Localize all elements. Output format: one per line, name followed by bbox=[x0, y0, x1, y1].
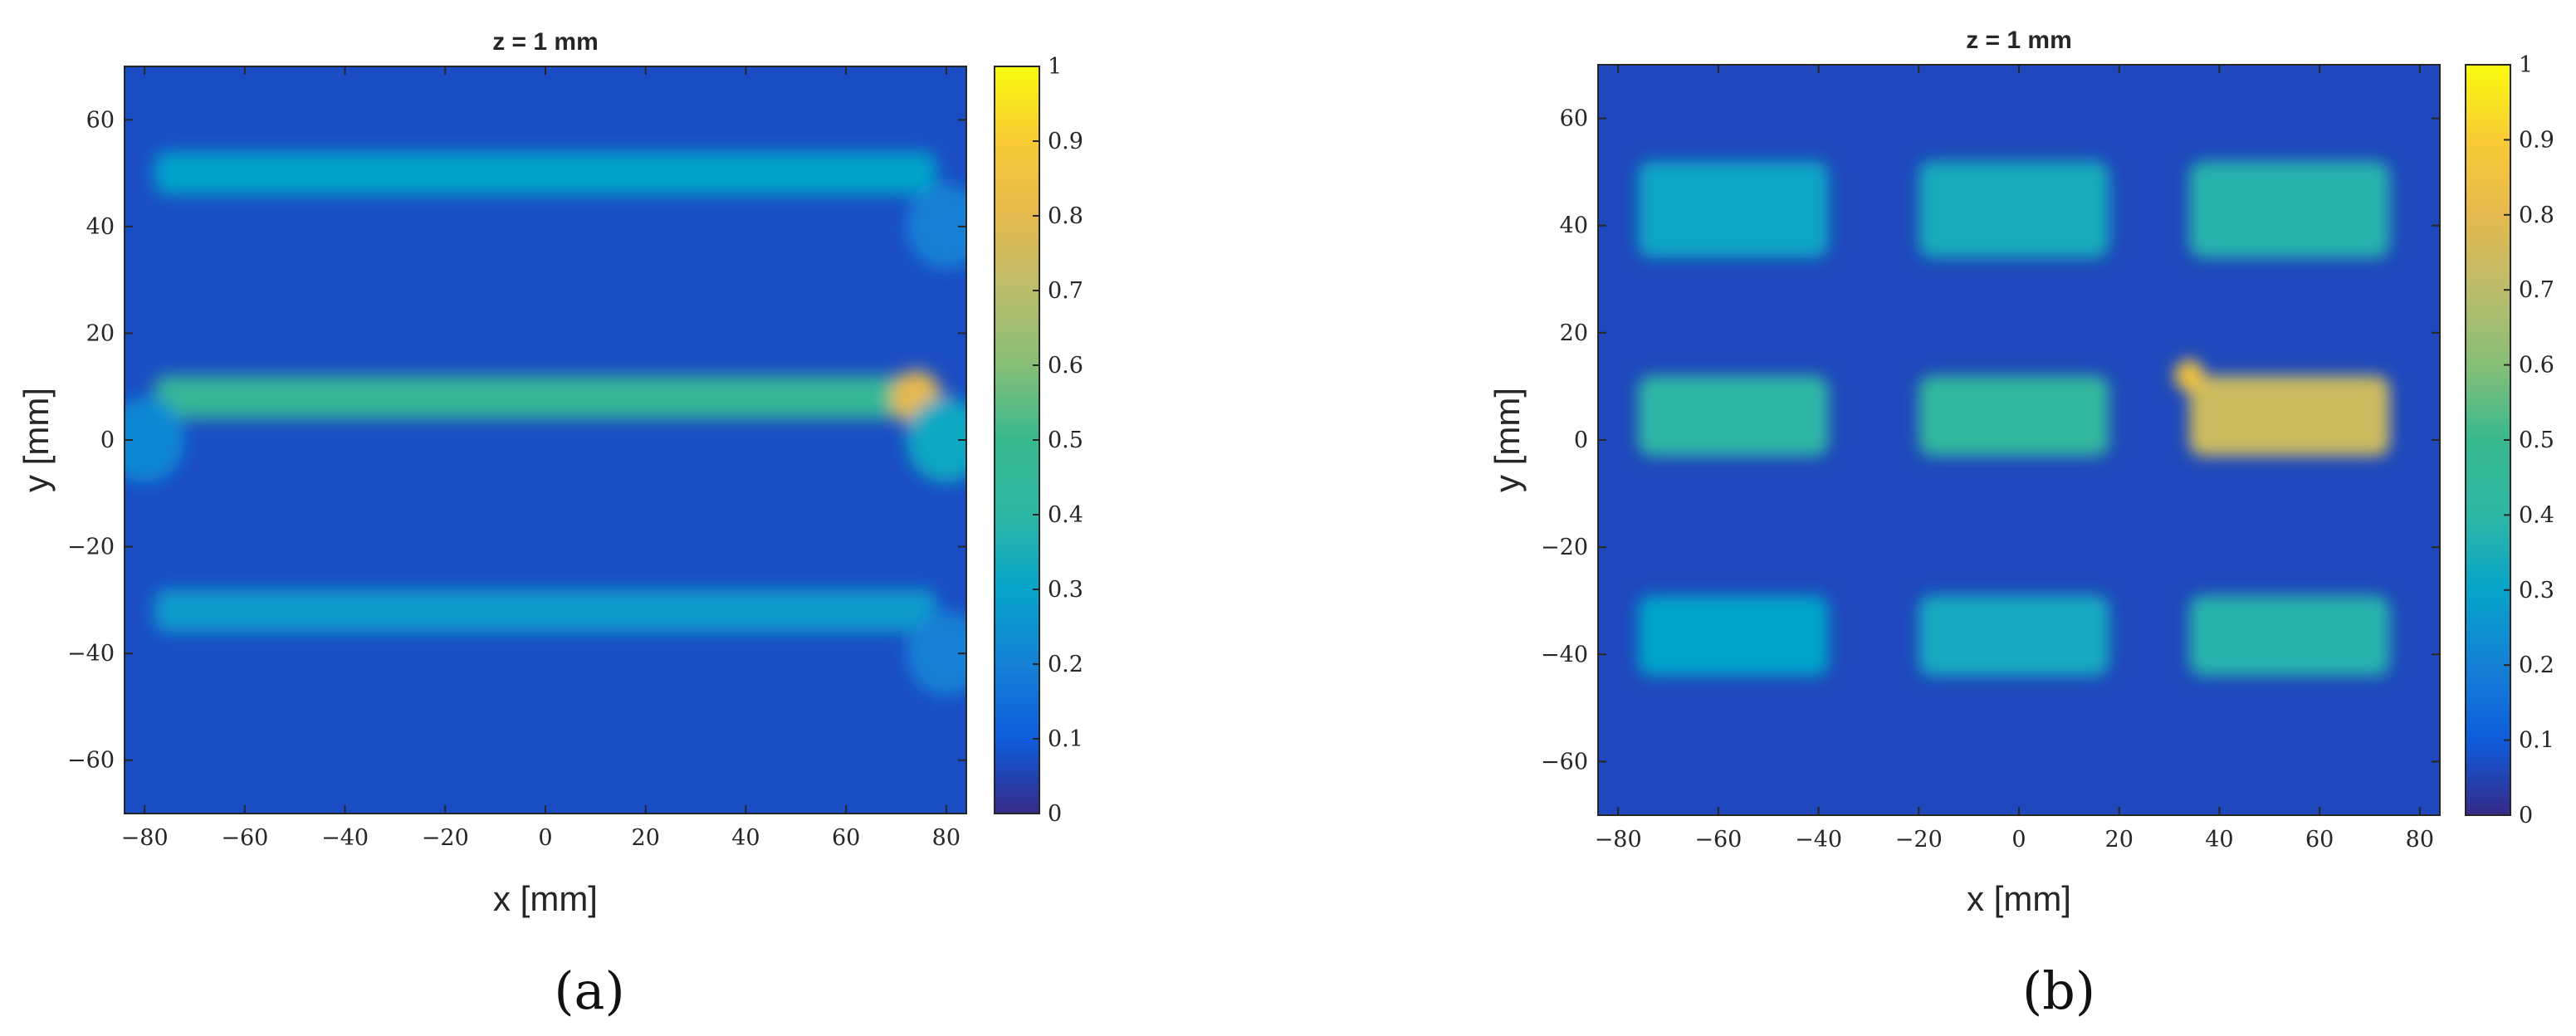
y-tick-label: −60 bbox=[1541, 749, 1588, 775]
y-tick-label: 60 bbox=[86, 107, 115, 133]
x-tick-label: 60 bbox=[2305, 827, 2334, 853]
colorbar-tick-label: 0.7 bbox=[2519, 277, 2554, 303]
x-tick-label: 80 bbox=[932, 825, 961, 851]
heat-band-0 bbox=[154, 151, 936, 195]
heat-cell-4 bbox=[1919, 375, 2109, 457]
heat-band-1 bbox=[154, 375, 936, 419]
x-tick-label: 40 bbox=[731, 825, 760, 851]
panel-a-y-ticks: −60 −40 −20 0 20 40 60 bbox=[67, 107, 966, 774]
x-tick-label: −60 bbox=[221, 825, 268, 851]
y-tick-label: 0 bbox=[100, 428, 115, 453]
panel-b-colorbar bbox=[2465, 64, 2511, 816]
panel-b-y-ticks: −60 −40 −20 0 20 40 60 bbox=[1541, 106, 2440, 775]
colorbar-tick-label: 0.8 bbox=[1048, 203, 1083, 229]
colorbar-tick-label: 0.4 bbox=[2519, 502, 2554, 528]
colorbar-tick-label: 0.9 bbox=[2519, 127, 2554, 153]
heat-spot-9 bbox=[2174, 359, 2205, 392]
panel-b-x-axis-label: x [mm] bbox=[1967, 879, 2071, 918]
panel-a-title: z = 1 mm bbox=[492, 28, 599, 56]
colorbar-tick-label: 0.5 bbox=[2519, 428, 2554, 453]
heat-cell-2 bbox=[2189, 161, 2390, 258]
colorbar-tick-label: 0.5 bbox=[1048, 428, 1083, 453]
heat-spot-7 bbox=[906, 610, 966, 696]
panel-a-y-axis-label: y [mm] bbox=[17, 388, 56, 492]
x-tick-label: −80 bbox=[1595, 827, 1642, 853]
colorbar-tick-label: 0.6 bbox=[1048, 353, 1083, 379]
heat-spot-6 bbox=[906, 183, 966, 270]
y-tick-label: −60 bbox=[67, 748, 115, 774]
colorbar-tick-label: 1 bbox=[1048, 54, 1062, 80]
heat-cell-8 bbox=[2189, 595, 2390, 677]
panel-a-colorbar-ticks: 0 0.1 0.2 0.3 0.4 0.5 0.6 0.7 0.8 0.9 1 bbox=[1033, 54, 1083, 827]
panel-a-features bbox=[125, 151, 966, 696]
panel-b-features bbox=[1638, 161, 2390, 677]
panel-a-x-axis-label: x [mm] bbox=[493, 879, 598, 918]
panel-b-y-axis-label: y [mm] bbox=[1488, 388, 1527, 492]
heat-cell-6 bbox=[1638, 595, 1829, 677]
colorbar-tick-label: 0.2 bbox=[2519, 652, 2554, 678]
panel-b-colorbar-ticks: 0 0.1 0.2 0.3 0.4 0.5 0.6 0.7 0.8 0.9 1 bbox=[2504, 52, 2554, 828]
colorbar-tick-label: 0.6 bbox=[2519, 353, 2554, 379]
x-tick-label: −60 bbox=[1694, 827, 1742, 853]
panel-b-x-ticks: −80 −60 −40 −20 0 20 40 60 80 bbox=[1595, 65, 2434, 853]
heat-cell-5 bbox=[2189, 375, 2390, 457]
heat-spot-4 bbox=[906, 397, 966, 483]
colorbar-tick-label: 0.4 bbox=[1048, 502, 1083, 528]
y-tick-label: 40 bbox=[1560, 213, 1588, 239]
y-tick-label: 0 bbox=[1574, 428, 1588, 453]
x-tick-label: −40 bbox=[321, 825, 369, 851]
panel-b-title: z = 1 mm bbox=[1966, 27, 2072, 54]
colorbar-tick-label: 0.9 bbox=[1048, 129, 1083, 154]
colorbar-tick-label: 0.7 bbox=[1048, 278, 1083, 304]
y-tick-label: −20 bbox=[1541, 535, 1588, 560]
x-tick-label: 80 bbox=[2406, 827, 2434, 853]
heat-spot-5 bbox=[125, 397, 185, 483]
colorbar-tick-label: 0.3 bbox=[2519, 578, 2554, 604]
colorbar-tick-label: 0.8 bbox=[2519, 203, 2554, 228]
y-tick-label: −40 bbox=[67, 641, 115, 667]
colorbar-tick-label: 0 bbox=[2519, 803, 2533, 828]
y-tick-label: 20 bbox=[1560, 320, 1588, 346]
x-tick-label: 40 bbox=[2205, 827, 2233, 853]
panel-a-heatmap bbox=[125, 66, 966, 814]
panel-b: z = 1 mm −80 −60 −40 −20 0 20 40 60 80 −60 −40 −20… bbox=[1488, 27, 2554, 1021]
colorbar-tick-label: 0.1 bbox=[1048, 726, 1083, 752]
panel-a-colorbar bbox=[994, 66, 1040, 814]
x-tick-label: 20 bbox=[632, 825, 660, 851]
y-tick-label: 20 bbox=[86, 320, 115, 346]
x-tick-label: 60 bbox=[832, 825, 860, 851]
x-tick-label: −20 bbox=[1895, 827, 1943, 853]
panel-a: z = 1 mm −80 −60 −40 −20 0 20 40 60 80 −60 −40 −20… bbox=[17, 28, 1083, 1021]
y-tick-label: 60 bbox=[1560, 106, 1588, 132]
x-tick-label: 0 bbox=[2011, 827, 2026, 853]
colorbar-tick-label: 0.3 bbox=[1048, 577, 1083, 603]
panel-b-label: (b) bbox=[2022, 960, 2095, 1021]
y-tick-label: 40 bbox=[86, 214, 115, 240]
panel-a-label: (a) bbox=[554, 960, 624, 1021]
colorbar-tick-label: 0 bbox=[1048, 801, 1062, 827]
x-tick-label: 0 bbox=[538, 825, 552, 851]
heat-cell-1 bbox=[1919, 161, 2109, 258]
colorbar-tick-label: 0.1 bbox=[2519, 728, 2554, 754]
heat-cell-7 bbox=[1919, 595, 2109, 677]
x-tick-label: 20 bbox=[2105, 827, 2134, 853]
heat-cell-3 bbox=[1638, 375, 1829, 457]
panel-b-heatmap bbox=[1598, 65, 2440, 815]
y-tick-label: −40 bbox=[1541, 642, 1588, 667]
x-tick-label: −20 bbox=[422, 825, 469, 851]
x-tick-label: −80 bbox=[121, 825, 169, 851]
heat-band-2 bbox=[154, 589, 936, 633]
colorbar-tick-label: 0.2 bbox=[1048, 652, 1083, 677]
y-tick-label: −20 bbox=[67, 535, 115, 560]
colorbar-tick-label: 1 bbox=[2519, 52, 2533, 78]
heat-cell-0 bbox=[1638, 161, 1829, 258]
panel-a-x-ticks: −80 −60 −40 −20 0 20 40 60 80 bbox=[121, 66, 961, 851]
x-tick-label: −40 bbox=[1795, 827, 1842, 853]
